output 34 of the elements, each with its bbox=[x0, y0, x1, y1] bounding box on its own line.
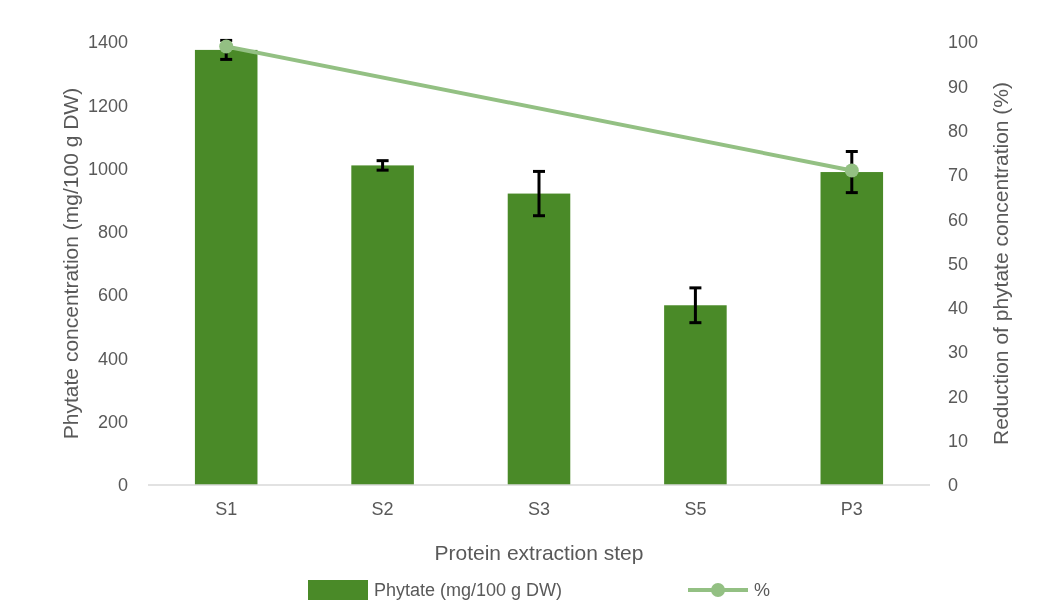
bar bbox=[820, 172, 884, 485]
x-tick-label: P3 bbox=[840, 499, 863, 519]
y-tick-label: 400 bbox=[97, 348, 128, 369]
x-tick-label: S5 bbox=[684, 499, 707, 519]
y-tick-label: 800 bbox=[97, 222, 128, 243]
y2-axis-title: Reduction of phytate concentration (%) bbox=[989, 81, 1012, 446]
x-tick-label: S1 bbox=[215, 499, 238, 519]
x-tick-label: S2 bbox=[371, 499, 394, 519]
legend-label: % bbox=[754, 580, 771, 601]
bar bbox=[664, 305, 727, 485]
y-tick-label: 200 bbox=[97, 412, 128, 433]
legend-label: Phytate (mg/100 g DW) bbox=[374, 580, 563, 601]
bar bbox=[194, 49, 258, 485]
y-tick-label: 600 bbox=[97, 285, 128, 306]
y2-tick-label: 10 bbox=[948, 431, 969, 451]
x-axis-title: Protein extraction step bbox=[434, 541, 644, 564]
y2-tick-label: 60 bbox=[948, 209, 969, 230]
y-tick-label: 1200 bbox=[87, 95, 128, 116]
y2-tick-label: 0 bbox=[948, 475, 959, 496]
y2-tick-label: 100 bbox=[948, 32, 979, 53]
y2-tick-label: 70 bbox=[948, 165, 969, 186]
y2-tick-label: 80 bbox=[948, 120, 969, 141]
y2-tick-label: 30 bbox=[948, 342, 969, 363]
y-tick-label: 1400 bbox=[87, 32, 128, 53]
y-axis-title: Phytate concentration (mg/100 g DW) bbox=[59, 87, 82, 440]
y-tick-label: 1000 bbox=[87, 158, 128, 179]
y2-tick-label: 90 bbox=[948, 76, 969, 97]
y2-tick-label: 20 bbox=[948, 386, 969, 407]
y2-tick-label: 40 bbox=[948, 298, 969, 319]
bar bbox=[507, 193, 571, 485]
y-tick-label: 0 bbox=[117, 475, 128, 496]
bar bbox=[351, 165, 414, 485]
y2-tick-label: 50 bbox=[948, 253, 969, 274]
x-tick-label: S3 bbox=[527, 499, 551, 519]
